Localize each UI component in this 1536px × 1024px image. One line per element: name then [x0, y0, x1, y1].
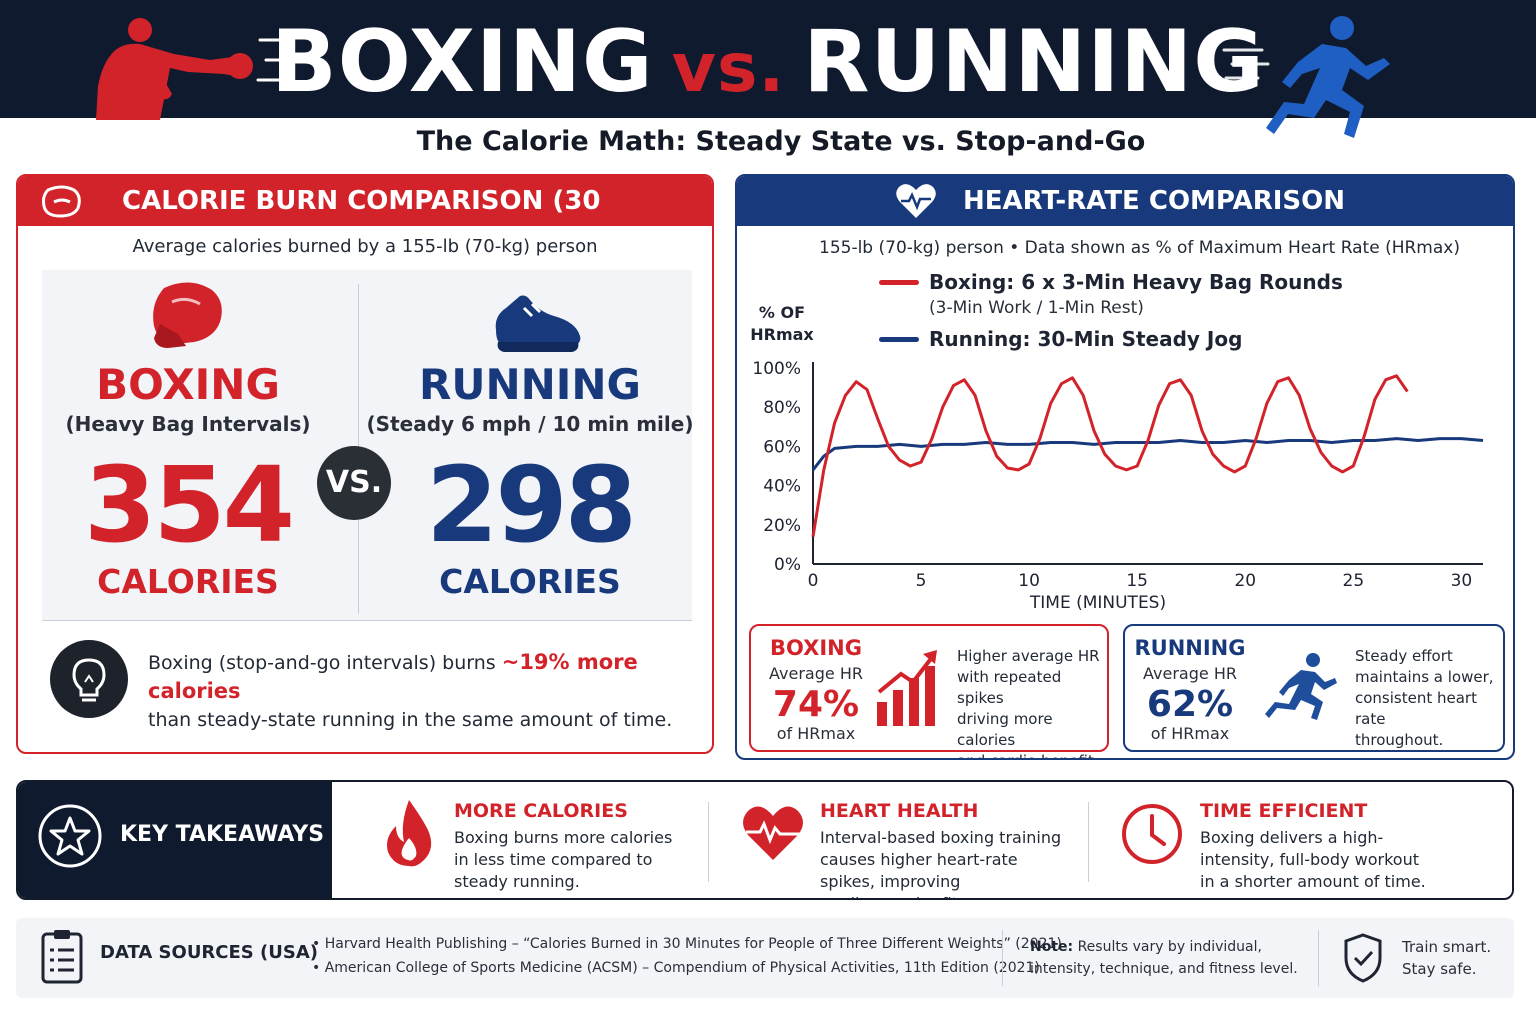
- takeaways-title: KEY TAKEAWAYS: [120, 822, 325, 847]
- x-tick-label: 25: [1343, 571, 1365, 591]
- legend-label-boxing: Boxing: 6 x 3-Min Heavy Bag Rounds: [929, 270, 1343, 294]
- boxing-label: BOXING: [96, 360, 280, 409]
- y-tick-label: 80%: [763, 398, 801, 418]
- boxing-hr-card: BOXING Average HR 74% of HRmax Higher av…: [749, 624, 1109, 758]
- legend-swatch-boxing: [879, 280, 919, 285]
- takeaway-heading: HEART HEALTH: [820, 800, 979, 822]
- boxing-glove-icon: [153, 282, 222, 348]
- divider: [1318, 930, 1319, 986]
- rising-bars-icon: [877, 650, 937, 726]
- running-hr-label: Average HR: [1143, 664, 1237, 683]
- heart-rate-panel: HEART-RATE COMPARISON 155-lb (70-kg) per…: [735, 174, 1515, 760]
- y-tick-label: 100%: [752, 359, 801, 379]
- x-tick-label: 5: [916, 571, 927, 591]
- boxing-hr-description: Higher average HR with repeated spikes dri…: [957, 647, 1100, 758]
- boxing-hr-title: BOXING: [770, 636, 862, 660]
- divider: [1088, 802, 1089, 882]
- shoe-icon: [495, 295, 581, 352]
- calorie-burn-panel: CALORIE BURN COMPARISON (30 MINUTES) Ave…: [16, 174, 714, 754]
- takeaway-text: Boxing delivers a high-intensity, full-b…: [1200, 828, 1426, 891]
- heart-icon: [743, 806, 803, 860]
- key-takeaways: KEY TAKEAWAYS MORE CALORIES Boxing burns…: [16, 780, 1514, 900]
- runner-icon: [1265, 653, 1337, 720]
- x-tick-label: 30: [1451, 571, 1473, 591]
- calorie-tip: Boxing (stop-and-go intervals) burns ~19…: [148, 650, 673, 731]
- takeaway-heading: MORE CALORIES: [454, 800, 628, 822]
- page-subtitle: The Calorie Math: Steady State vs. Stop-…: [416, 126, 1146, 157]
- x-axis-title: TIME (MINUTES): [1029, 593, 1166, 613]
- boxing-hr-unit: of HRmax: [776, 724, 856, 743]
- heart-rate-chart: 0% 20% 40% 60% 80% 100% 0 5 10 15 20 25 30 TIME (MINU…: [752, 359, 1484, 613]
- star-icon: [38, 804, 102, 868]
- running-calories-unit: CALORIES: [439, 562, 621, 601]
- source-acsm: • American College of Sports Medicine (A…: [312, 960, 1040, 976]
- boxing-hr-value: 74%: [772, 684, 860, 725]
- running-detail: (Steady 6 mph / 10 min mile): [366, 412, 694, 436]
- comparison-area: [42, 270, 692, 620]
- heart-panel-header: HEART-RATE COMPARISON: [737, 176, 1513, 226]
- results-note: Note: Results vary by individual, intens…: [1030, 939, 1298, 977]
- running-label: RUNNING: [419, 360, 641, 409]
- heart-panel-note: 155-lb (70-kg) person • Data shown as % …: [819, 238, 1460, 258]
- y-tick-label: 40%: [763, 477, 801, 497]
- running-calories-value: 298: [425, 444, 637, 566]
- takeaway-text: Boxing burns more calories in less time …: [454, 828, 673, 891]
- running-series-line: [811, 437, 1484, 471]
- y-tick-label: 0%: [774, 555, 801, 575]
- clipboard-icon: [41, 930, 83, 984]
- page-title: BOXING vs. RUNNING: [271, 12, 1265, 112]
- x-tick-label: 0: [808, 571, 819, 591]
- takeaways-label-area: KEY TAKEAWAYS: [18, 782, 332, 898]
- boxing-calories-unit: CALORIES: [97, 562, 279, 601]
- running-hr-value: 62%: [1146, 684, 1234, 725]
- divider: [1002, 930, 1003, 986]
- boxing-series-line: [811, 374, 1409, 537]
- calorie-panel-header: CALORIE BURN COMPARISON (30 MINUTES): [18, 176, 712, 266]
- divider: [42, 620, 692, 621]
- boxing-detail: (Heavy Bag Intervals): [65, 412, 311, 436]
- header-banner: [0, 0, 1536, 118]
- sources-title: DATA SOURCES (USA): [100, 942, 318, 963]
- y-tick-label: 20%: [763, 516, 801, 536]
- divider: [708, 802, 709, 882]
- legend-label-running: Running: 30-Min Steady Jog: [929, 327, 1243, 351]
- boxing-glove-icon: [42, 185, 81, 218]
- shield-icon: [1344, 933, 1382, 983]
- safety-message: Train smart. Stay safe.: [1402, 938, 1492, 978]
- clock-icon: [1122, 804, 1182, 864]
- boxing-hr-label: Average HR: [769, 664, 863, 683]
- lightbulb-icon: [50, 640, 128, 718]
- legend-swatch-running: [879, 337, 919, 342]
- flame-icon: [387, 800, 432, 867]
- vs-badge: VS.: [317, 446, 391, 520]
- x-tick-label: 15: [1126, 571, 1148, 591]
- x-tick-label: 10: [1018, 571, 1040, 591]
- calorie-panel-title: CALORIE BURN COMPARISON (30 MINUTES): [122, 186, 601, 266]
- runner-icon: [1222, 16, 1390, 138]
- heart-panel-title: HEART-RATE COMPARISON: [963, 186, 1346, 216]
- takeaway-heading: TIME EFFICIENT: [1200, 800, 1368, 822]
- heart-pulse-icon: [896, 184, 936, 218]
- source-harvard: • Harvard Health Publishing – “Calories …: [312, 936, 1062, 952]
- boxer-icon: [96, 18, 300, 120]
- legend-sublabel-boxing: (3-Min Work / 1-Min Rest): [929, 298, 1144, 318]
- running-hr-card: RUNNING Average HR 62% of HRmax Steady e…: [1123, 624, 1505, 752]
- running-hr-unit: of HRmax: [1150, 724, 1230, 743]
- x-tick-label: 20: [1234, 571, 1256, 591]
- takeaway-text: Interval-based boxing training causes hi…: [820, 828, 1062, 898]
- running-hr-description: Steady effort maintains a lower, consisten…: [1355, 647, 1494, 749]
- calorie-panel-note: Average calories burned by a 155-lb (70-…: [132, 236, 598, 257]
- running-hr-title: RUNNING: [1134, 636, 1246, 660]
- y-axis-title: % OF HRmax: [750, 303, 814, 344]
- data-sources: DATA SOURCES (USA) • Harvard Health Publ…: [16, 918, 1514, 998]
- y-tick-label: 60%: [763, 437, 801, 457]
- boxing-calories-value: 354: [83, 444, 295, 566]
